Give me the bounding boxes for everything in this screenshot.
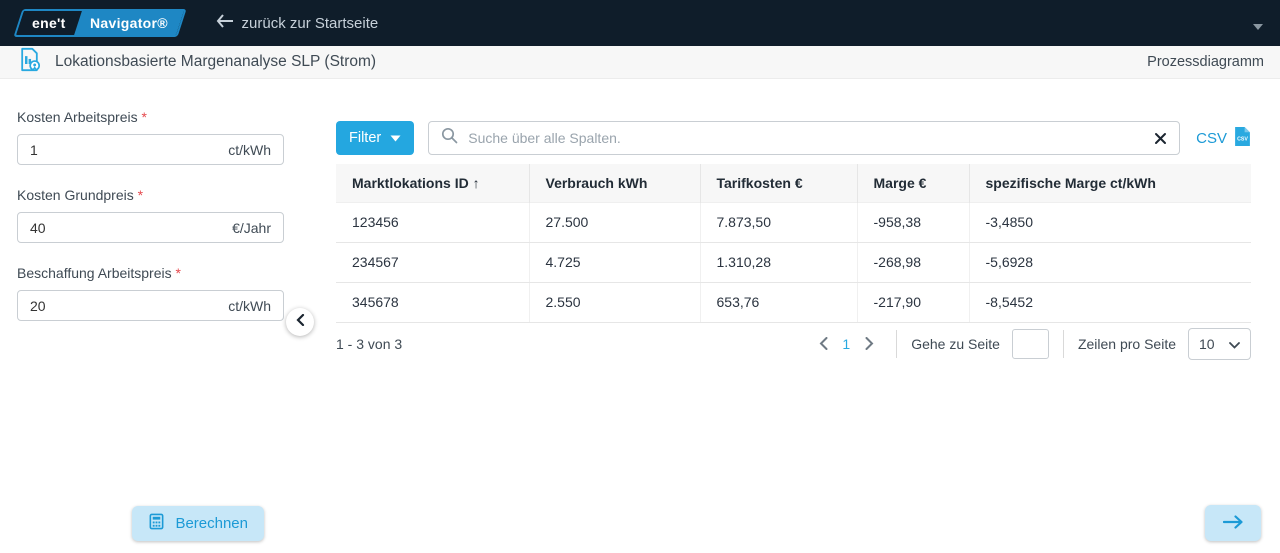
margin-analysis-table: Marktlokations ID ↑ Verbrauch kWh Tarifk… [336,164,1251,323]
column-header-marge[interactable]: Marge € [857,164,970,202]
rows-per-page-label: Zeilen pro Seite [1077,335,1176,352]
cell-marktlokations-id: 123456 [336,201,530,243]
field-kosten-grundpreis: Kosten Grundpreis * €/Jahr [17,187,284,243]
sidebar-collapse-button[interactable] [286,308,314,336]
cell-marktlokations-id: 234567 [336,242,530,283]
column-header-tarifkosten[interactable]: Tarifkosten € [700,164,858,202]
page-header: Lokationsbasierte Margenanalyse SLP (Str… [0,46,1280,79]
rows-per-page-select[interactable]: 10 [1188,327,1251,360]
logo-brand-segment: ene't [16,11,82,35]
calculator-icon [148,513,165,534]
pagination-bar: 1 - 3 von 3 1 Gehe zu Seite Zeilen pro S… [336,323,1251,365]
csv-link-label: CSV [1196,129,1227,147]
svg-text:CSV: CSV [1237,136,1248,142]
cell-tarifkosten: 653,76 [700,282,858,323]
logo-product-text: Navigator® [89,15,168,31]
back-link-label: zurück zur Startseite [241,14,379,32]
column-header-marktlokations-id[interactable]: Marktlokations ID ↑ [336,164,530,202]
arrow-right-icon [1222,514,1243,532]
logo-brand-text: ene't [32,15,66,31]
table-row[interactable]: 123456 27.500 7.873,50 -958,38 -3,4850 [336,201,1251,243]
table-row[interactable]: 234567 4.725 1.310,28 -268,98 -5,6928 [336,242,1251,283]
required-asterisk: * [175,265,181,281]
table-toolbar: Filter CSV [336,121,1251,155]
goto-page-input[interactable] [1011,328,1049,359]
parameters-sidebar: Kosten Arbeitspreis * ct/kWh Kosten Grun… [0,79,314,553]
sort-ascending-icon[interactable]: ↑ [472,174,480,191]
back-arrow-icon [216,14,234,32]
berechnen-button[interactable]: Berechnen [132,506,264,541]
prozessdiagramm-link[interactable]: Prozessdiagramm [1147,54,1264,70]
unit-label: ct/kWh [228,141,271,158]
clear-search-icon[interactable] [1154,132,1167,145]
previous-page-button[interactable] [810,331,836,357]
cell-marge: -217,90 [857,282,970,323]
cell-marge: -268,98 [857,242,970,283]
field-label: Kosten Arbeitspreis * [17,109,147,125]
search-icon [441,127,458,149]
field-kosten-arbeitspreis: Kosten Arbeitspreis * ct/kWh [17,109,284,165]
filter-button[interactable]: Filter [336,121,415,155]
unit-label: €/Jahr [232,219,271,236]
logo-product-segment: Navigator® [73,11,184,35]
cell-tarifkosten: 1.310,28 [700,242,858,283]
column-header-verbrauch[interactable]: Verbrauch kWh [529,164,701,202]
back-to-start-link[interactable]: zurück zur Startseite [216,14,379,32]
beschaffung-arbeitspreis-input[interactable] [30,297,229,314]
cell-spezifische-marge: -3,4850 [969,201,1251,243]
app-document-icon [16,46,43,78]
csv-file-icon: CSV [1234,126,1251,150]
cell-marktlokations-id: 345678 [336,282,530,323]
column-header-spezifische-marge[interactable]: spezifische Marge ct/kWh [969,164,1251,202]
field-label: Kosten Grundpreis * [17,187,144,203]
required-asterisk: * [141,109,147,125]
current-page-number[interactable]: 1 [842,335,851,352]
divider [1062,329,1064,358]
top-navbar: ene't Navigator® zurück zur Startseite [0,0,1280,46]
unit-label: ct/kWh [228,297,271,314]
results-main: Filter CSV [300,79,1280,553]
content-area: Kosten Arbeitspreis * ct/kWh Kosten Grun… [0,79,1280,553]
next-step-button[interactable] [1205,505,1261,541]
table-row[interactable]: 345678 2.550 653,76 -217,90 -8,5452 [336,282,1251,323]
field-beschaffung-arbeitspreis: Beschaffung Arbeitspreis * ct/kWh [17,265,284,321]
goto-page-label: Gehe zu Seite [911,335,1000,352]
field-label: Beschaffung Arbeitspreis * [17,265,181,281]
cell-tarifkosten: 7.873,50 [700,201,858,243]
table-header-row: Marktlokations ID ↑ Verbrauch kWh Tarifk… [336,164,1251,202]
cell-verbrauch: 27.500 [529,201,701,243]
enet-navigator-logo[interactable]: ene't Navigator® [13,9,187,37]
required-asterisk: * [137,187,144,203]
rows-per-page-value: 10 [1199,335,1215,352]
page-title: Lokationsbasierte Margenanalyse SLP (Str… [55,53,377,70]
cell-spezifische-marge: -8,5452 [969,282,1251,323]
chevron-left-icon [295,313,305,331]
cell-verbrauch: 4.725 [529,242,701,283]
search-input[interactable] [468,130,1145,146]
chevron-down-icon [1229,336,1240,352]
pagination-range-text: 1 - 3 von 3 [336,335,403,352]
beschaffung-arbeitspreis-input-wrap: ct/kWh [17,290,284,321]
divider [896,329,898,358]
cell-verbrauch: 2.550 [529,282,701,323]
csv-export-link[interactable]: CSV CSV [1196,126,1251,150]
kosten-grundpreis-input-wrap: €/Jahr [17,212,284,243]
filter-button-label: Filter [349,130,382,146]
navbar-caret-down-icon[interactable] [1252,18,1264,36]
kosten-arbeitspreis-input-wrap: ct/kWh [17,134,284,165]
next-page-button[interactable] [856,331,882,357]
berechnen-label: Berechnen [175,515,248,532]
kosten-grundpreis-input[interactable] [30,219,233,236]
caret-down-icon [390,130,401,146]
cell-marge: -958,38 [857,201,970,243]
cell-spezifische-marge: -5,6928 [969,242,1251,283]
search-box [428,121,1181,155]
kosten-arbeitspreis-input[interactable] [30,141,229,158]
